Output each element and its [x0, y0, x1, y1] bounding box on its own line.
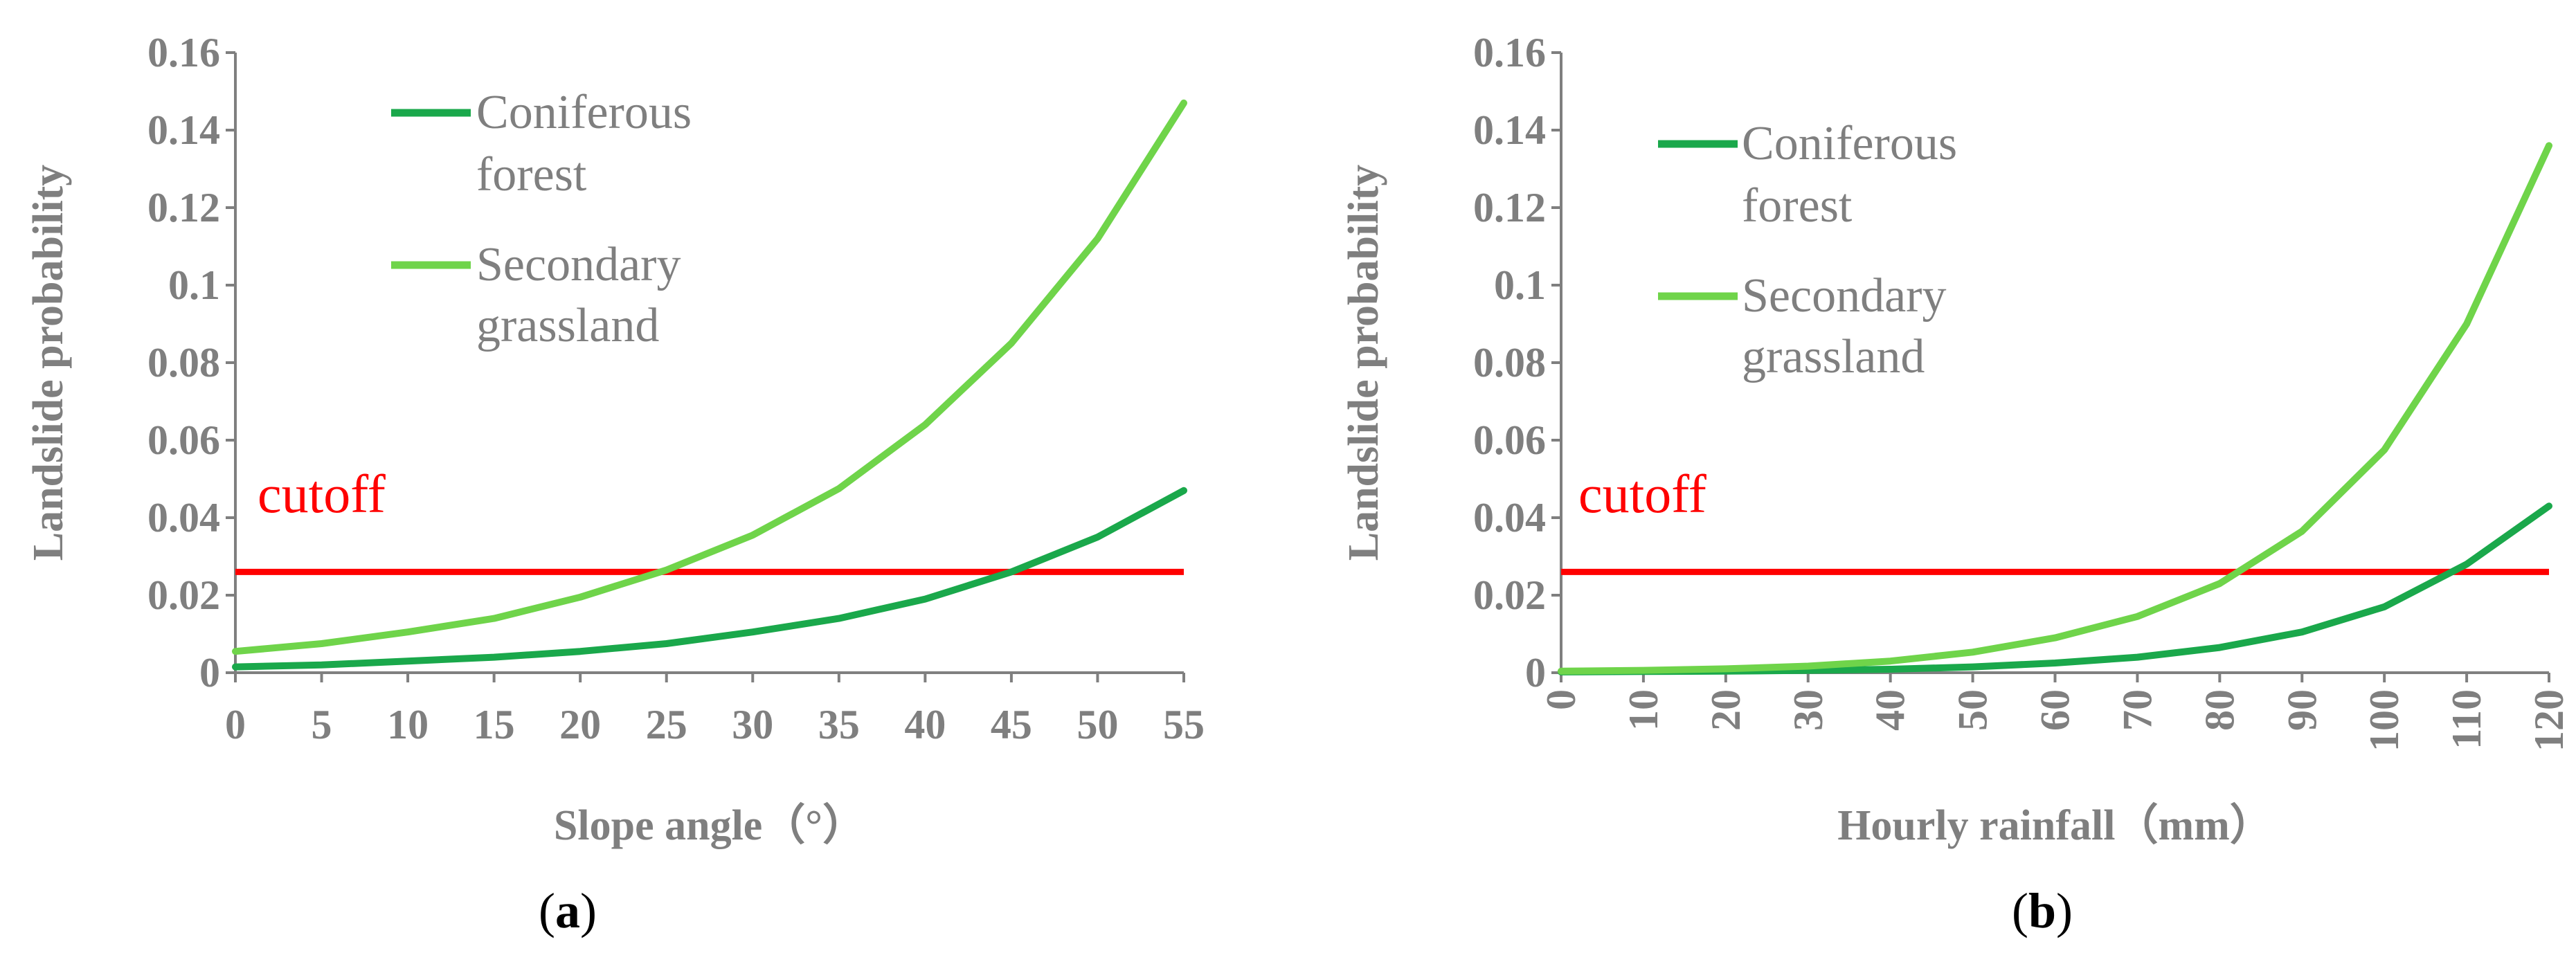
- y-tick-label: 0.02: [1473, 572, 1546, 618]
- cutoff-label: cutoff: [1578, 464, 1706, 524]
- legend-b: Coniferous forest Secondary grassland: [1658, 117, 1957, 383]
- x-tick-label: 20: [1703, 689, 1749, 731]
- series-a: [232, 99, 1187, 671]
- series-line-coniferous-forest: [232, 487, 1187, 671]
- y-tick-label: 0.12: [1473, 185, 1546, 230]
- x-tick-label: 0: [225, 702, 246, 747]
- panel-paren-open: (: [539, 883, 555, 938]
- panel-paren-close: ): [2056, 883, 2073, 938]
- y-tick-label: 0.12: [147, 185, 220, 230]
- x-tick-label: 40: [904, 702, 946, 747]
- x-tick-label: 10: [387, 702, 429, 747]
- cutoff-b: cutoff: [1561, 464, 2549, 575]
- panel-paren-open: (: [2012, 883, 2028, 938]
- x-axis-title: Slope angle（°）: [554, 801, 865, 849]
- series-line-coniferous-forest: [1558, 502, 2552, 675]
- y-tick-label: 0.04: [1473, 495, 1546, 541]
- x-tick-label: 110: [2444, 689, 2489, 750]
- legend-label-coniferous-line2: forest: [476, 148, 587, 201]
- x-tick-label: 40: [1868, 689, 1913, 731]
- y-tick-label: 0.1: [1494, 262, 1546, 308]
- legend-label-coniferous-line2: forest: [1742, 179, 1853, 233]
- y-tick-label: 0.06: [147, 417, 220, 463]
- y-tick-label: 0: [1525, 650, 1546, 696]
- x-tick-label: 15: [474, 702, 515, 747]
- x-tick-label: 25: [646, 702, 687, 747]
- legend-label-grassland-line1: Secondary: [1742, 269, 1946, 323]
- cutoff-label: cutoff: [258, 464, 386, 524]
- legend-label-coniferous-line1: Coniferous: [1742, 117, 1957, 170]
- panel-label-b: (b): [2012, 883, 2073, 938]
- x-tick-label: 120: [2526, 689, 2572, 752]
- x-tick-label: 20: [559, 702, 601, 747]
- y-tick-label: 0.1: [168, 262, 220, 308]
- x-tick-label: 30: [732, 702, 773, 747]
- panel-letter: a: [555, 883, 580, 938]
- x-axis-title: Hourly rainfall（mm）: [1837, 801, 2273, 849]
- series-line-secondary-grassland: [1558, 142, 2552, 675]
- x-tick-label: 80: [2197, 689, 2242, 731]
- x-tick-label: 55: [1163, 702, 1205, 747]
- legend-label-coniferous-line1: Coniferous: [476, 86, 692, 139]
- panel-letter: b: [2028, 883, 2056, 938]
- legend-label-grassland-line1: Secondary: [476, 238, 681, 291]
- y-ticks-b: 0 0.02 0.04 0.06 0.08 0.1 0.12 0.14 0.16: [1473, 30, 1561, 696]
- y-tick-label: 0.14: [147, 107, 220, 153]
- y-axis-title: Landslide probability: [25, 165, 72, 561]
- x-tick-label: 45: [991, 702, 1032, 747]
- legend-label-grassland-line2: grassland: [476, 299, 659, 352]
- x-tick-label: 60: [2033, 689, 2078, 731]
- y-tick-label: 0.02: [147, 572, 220, 618]
- series-line-secondary-grassland: [232, 99, 1187, 655]
- x-tick-label: 90: [2279, 689, 2325, 731]
- x-tick-label: 35: [818, 702, 860, 747]
- cutoff-a: cutoff: [235, 464, 1184, 575]
- y-tick-label: 0.14: [1473, 107, 1546, 153]
- x-ticks-a: 0 5 10 15 20 25 30 35 40 45 50 55: [225, 673, 1205, 747]
- y-axis-title: Landslide probability: [1340, 165, 1387, 561]
- x-tick-label: 50: [1950, 689, 1996, 731]
- chart-panel-b: 0 0.02 0.04 0.06 0.08 0.1 0.12 0.14 0.16 0 10 20 30…: [1340, 30, 2572, 938]
- panel-paren-close: ): [580, 883, 597, 938]
- y-tick-label: 0.08: [1473, 340, 1546, 385]
- legend-label-grassland-line2: grassland: [1742, 330, 1925, 383]
- y-tick-label: 0: [199, 650, 220, 696]
- x-tick-label: 100: [2361, 689, 2407, 752]
- x-tick-label: 30: [1785, 689, 1831, 731]
- legend-a: Coniferous forest Secondary grassland: [391, 86, 692, 352]
- x-tick-label: 70: [2114, 689, 2160, 731]
- x-tick-label: 50: [1077, 702, 1118, 747]
- panel-label-a: (a): [539, 883, 597, 938]
- x-ticks-b: 0 10 20 30 40 50 60 70 80 90 100 110 120: [1538, 673, 2572, 752]
- axes-a: [234, 53, 1184, 674]
- y-tick-label: 0.06: [1473, 417, 1546, 463]
- y-tick-label: 0.04: [147, 495, 220, 541]
- y-tick-label: 0.08: [147, 340, 220, 385]
- y-tick-label: 0.16: [147, 30, 220, 75]
- y-ticks-a: 0 0.02 0.04 0.06 0.08 0.1 0.12 0.14 0.16: [147, 30, 235, 696]
- x-tick-label: 10: [1621, 689, 1666, 731]
- y-tick-label: 0.16: [1473, 30, 1546, 75]
- x-tick-label: 0: [1538, 689, 1584, 710]
- series-b: [1558, 142, 2552, 675]
- chart-panel-a: 0 0.02 0.04 0.06 0.08 0.1 0.12 0.14 0.16 0 5 10 15 2…: [25, 30, 1205, 938]
- x-tick-label: 5: [312, 702, 332, 747]
